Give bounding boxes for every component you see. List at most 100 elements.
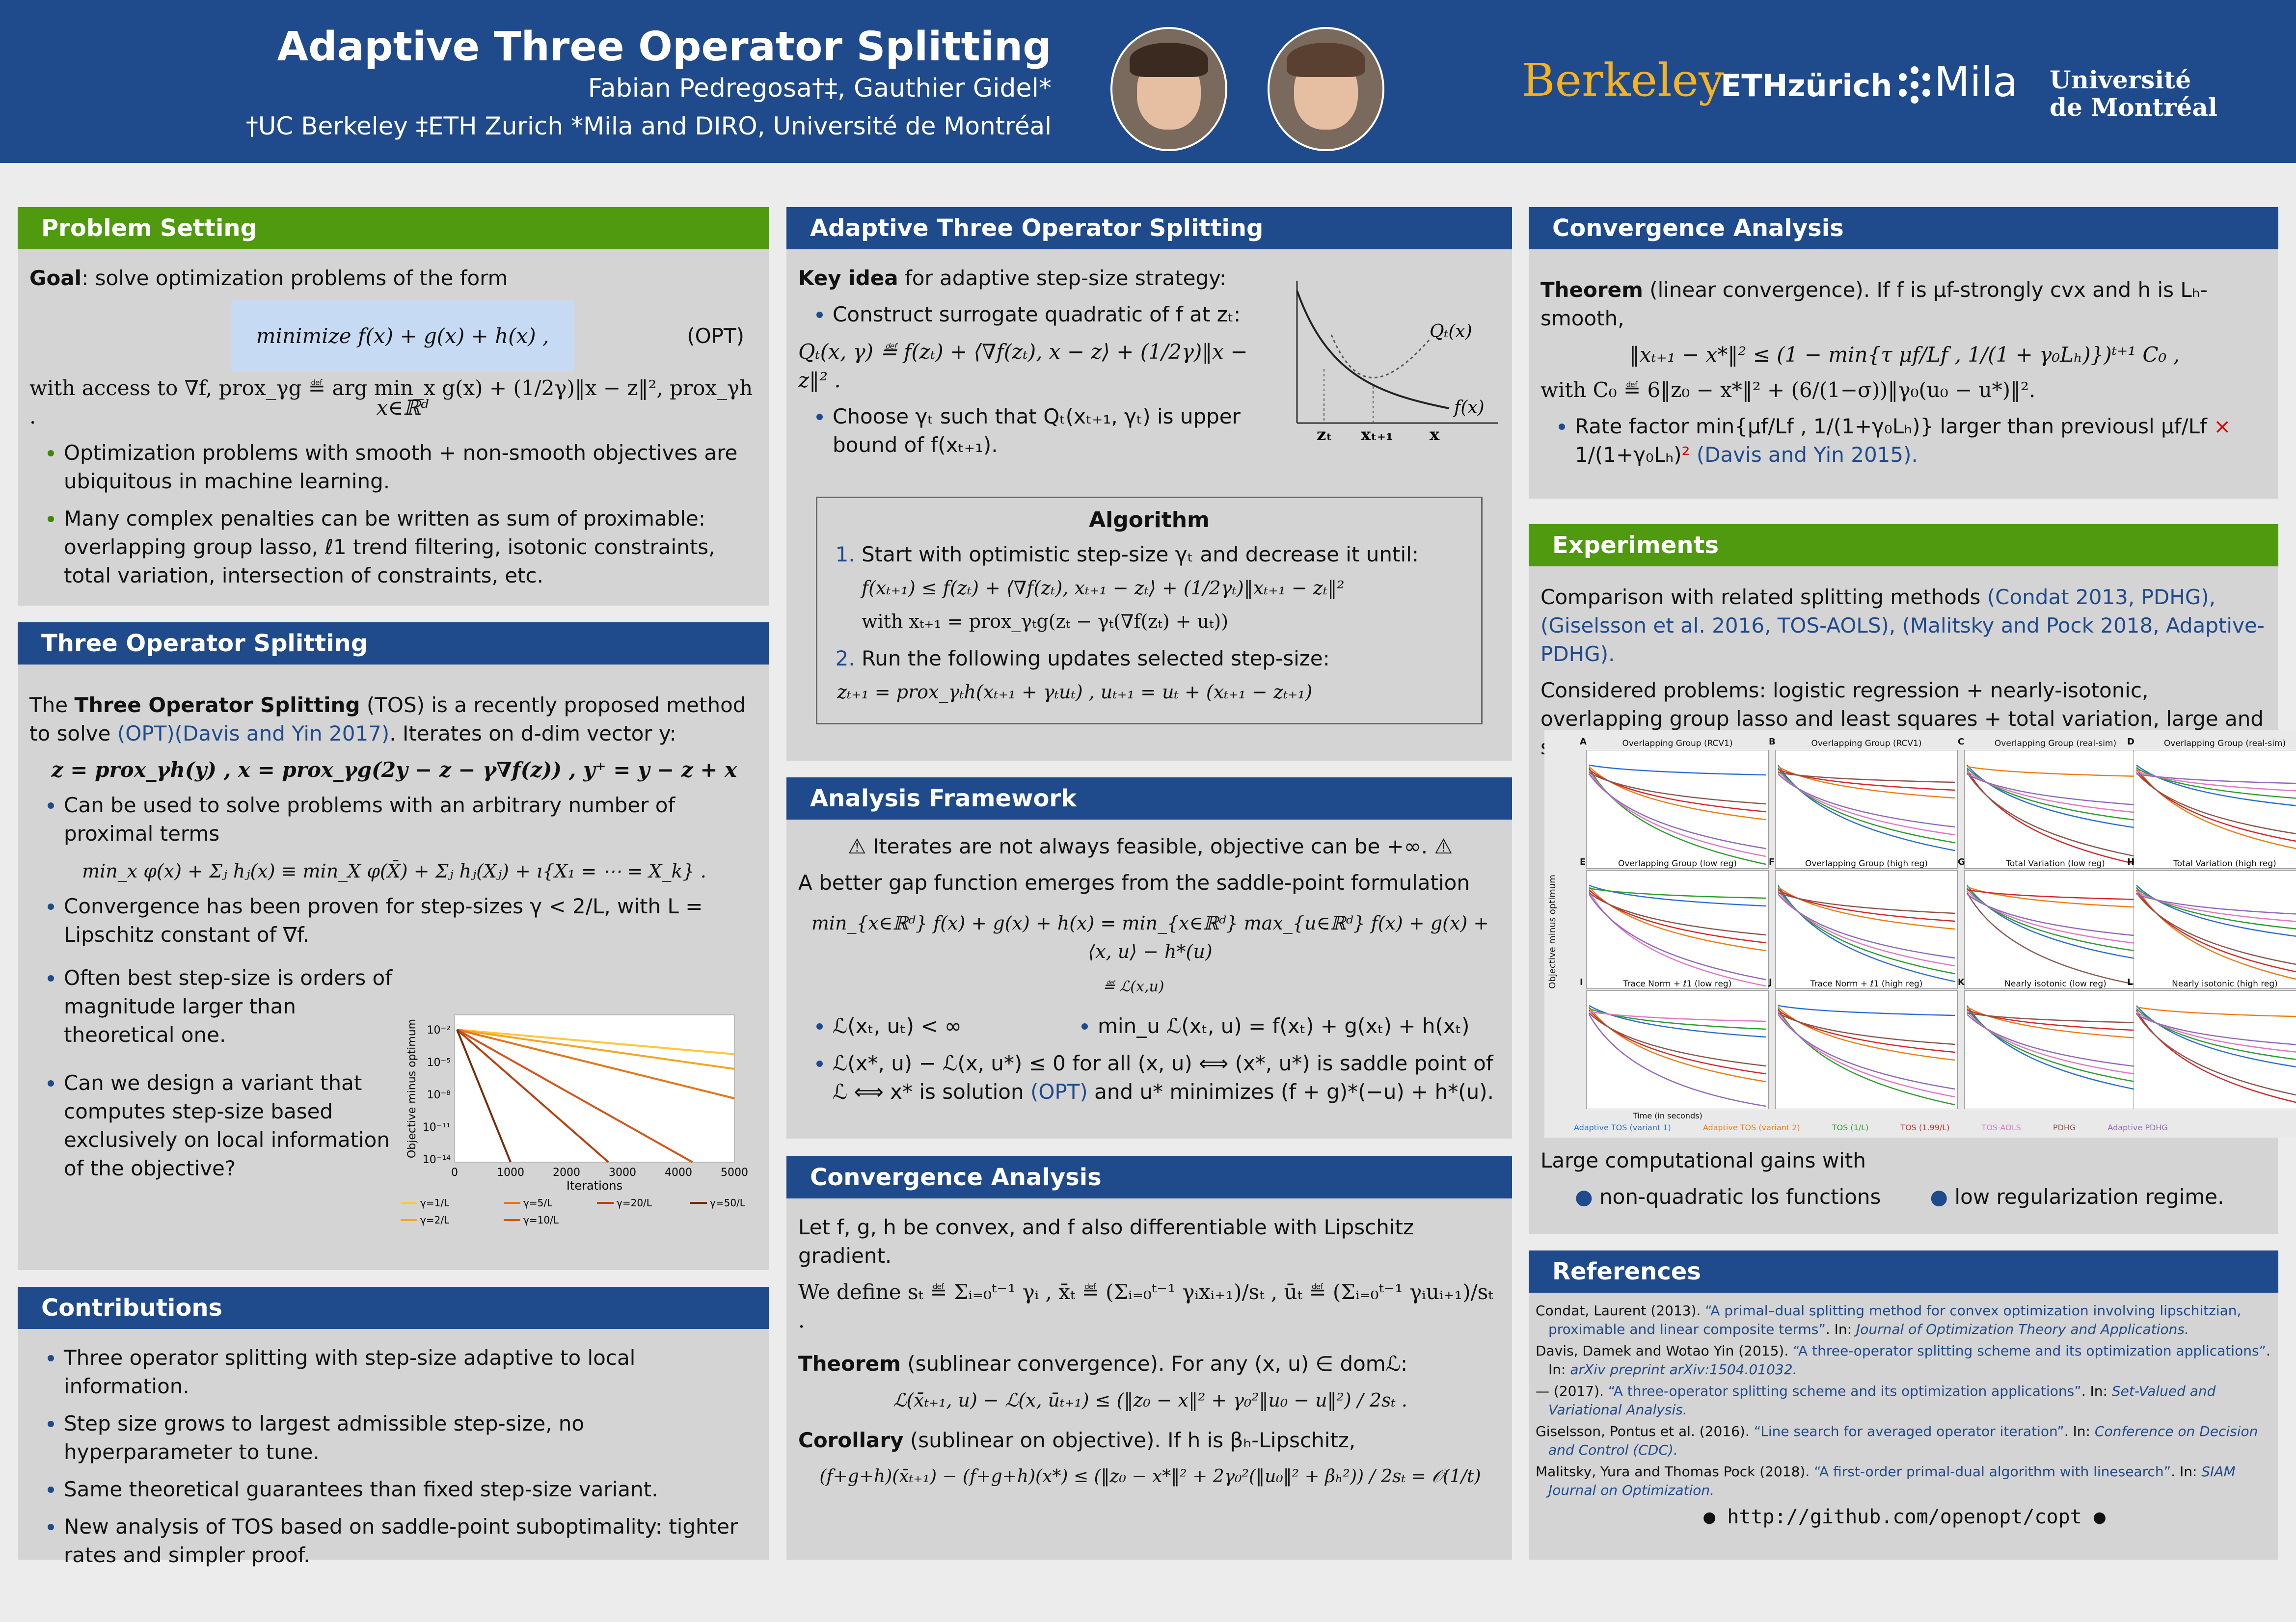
subplot-series-line bbox=[1778, 766, 1955, 799]
github-link[interactable]: ● http://github.com/openopt/copt ● bbox=[1536, 1506, 2273, 1528]
subplot-series-line bbox=[1589, 887, 1766, 899]
opt-link[interactable]: (OPT) bbox=[1030, 1080, 1088, 1104]
subplot-series-line bbox=[1589, 771, 1766, 805]
opt-formula: minimize f(x) + g(x) + h(x) , x∈ℝᵈ bbox=[231, 300, 574, 420]
legend-item: Adaptive PDHG bbox=[2107, 1123, 2168, 1132]
reference-in: . In: bbox=[2081, 1383, 2112, 1399]
experiment-subplot: H Total Variation (high reg) bbox=[2127, 857, 2296, 989]
reference-title[interactable]: “Line search for averaged operator itera… bbox=[1754, 1423, 2064, 1439]
mila-logo-text: Mila bbox=[1934, 58, 2018, 106]
list-item: Can we design a variant that computes st… bbox=[64, 1069, 398, 1183]
subplot-series-line bbox=[1967, 773, 2144, 806]
y-tick-label: 10⁻¹¹ bbox=[423, 1121, 451, 1134]
surrogate-figure: Qₜ(x) f(x) zₜ xₜ₊₁ x bbox=[1296, 281, 1498, 443]
subplot-letter: D bbox=[2127, 737, 2134, 747]
warning-icon: ⚠ bbox=[1428, 834, 1453, 858]
rate-square: ² bbox=[1681, 443, 1690, 467]
subplot-series-line bbox=[2135, 889, 2296, 973]
reference-title[interactable]: “A first-order primal-dual algorithm wit… bbox=[1814, 1463, 2171, 1480]
subplot-series-line bbox=[1966, 772, 2144, 859]
c0-definition: with C₀ ≝ 6‖z₀ − x*‖² + (6/(1−σ))‖γ₀(u₀ … bbox=[1540, 378, 2036, 402]
step1-formula: f(xₜ₊₁) ≤ f(zₜ) + ⟨∇f(zₜ), xₜ₊₁ − zₜ⟩ + … bbox=[862, 577, 1345, 599]
panel-title: Adaptive Three Operator Splitting bbox=[786, 207, 1512, 249]
reference-title[interactable]: “A primal–dual splitting method for conv… bbox=[1548, 1303, 2242, 1337]
subplot-series-line bbox=[2136, 1006, 2296, 1017]
subplot-series-line bbox=[1588, 773, 1766, 850]
subplot-series-line bbox=[2136, 773, 2296, 784]
subplot-title: Overlapping Group (low reg) bbox=[1618, 859, 1737, 869]
citation-link[interactable]: (Condat 2013, PDHG), (Giselsson et al. 2… bbox=[1540, 585, 2265, 666]
subplot-letter: L bbox=[2127, 977, 2133, 987]
subplot-series-line bbox=[1778, 1005, 1955, 1016]
subplot-series-line bbox=[1778, 889, 1955, 922]
experiment-subplot: L Nearly isotonic (high reg) bbox=[2127, 977, 2296, 1109]
reference-journal: Set-Valued and Variational Analysis. bbox=[1548, 1383, 2216, 1418]
citation-link[interactable]: (OPT)(Davis and Yin 2017) bbox=[117, 721, 390, 745]
list-item: Many complex penalties can be written as… bbox=[64, 505, 759, 590]
subplot-series-line bbox=[1967, 765, 2144, 830]
github-url[interactable]: http://github.com/openopt/copt bbox=[1727, 1506, 2082, 1528]
subplot-series-line bbox=[1966, 892, 2144, 987]
reference-author: Condat, Laurent (2013). bbox=[1536, 1303, 1705, 1319]
list-item: New analysis of TOS based on saddle-poin… bbox=[64, 1513, 759, 1569]
subplot-title: Overlapping Group (RCV1) bbox=[1811, 739, 1922, 748]
subplot-series-line bbox=[2136, 893, 2296, 915]
citation-link[interactable]: (Davis and Yin 2015). bbox=[1690, 443, 1918, 467]
subplot-series-line bbox=[1778, 769, 1955, 791]
panel-experiments: Experiments Comparison with related spli… bbox=[1529, 524, 2296, 1234]
theorem-label: Theorem bbox=[1540, 278, 1643, 302]
subplot-letter: A bbox=[1580, 737, 1587, 747]
conv-text1: Let f, g, h be convex, and f also differ… bbox=[798, 1215, 1414, 1268]
reference-journal: arXiv preprint arXiv:1504.01032. bbox=[1570, 1361, 1797, 1378]
panel-body: Goal: solve optimization problems of the… bbox=[29, 264, 759, 599]
subplot-series-line bbox=[1589, 766, 1766, 821]
github-icon: ● bbox=[2093, 1506, 2106, 1528]
reference-author: Davis, Damek and Wotao Yin (2015). bbox=[1536, 1343, 1793, 1359]
corollary-label: Corollary bbox=[798, 1428, 904, 1452]
subplot-series-line bbox=[1967, 766, 2144, 777]
gain-item-1: non-quadratic los functions bbox=[1599, 1185, 1881, 1209]
panel-title: Problem Setting bbox=[18, 207, 769, 249]
subplot-title: Trace Norm + ℓ1 (high reg) bbox=[1810, 979, 1923, 989]
mila-dots-icon bbox=[1899, 66, 1930, 104]
intro-post: (TOS) is a recently proposed method to s… bbox=[29, 693, 746, 745]
reference-in: . In: bbox=[2171, 1463, 2202, 1480]
udem-logo-line1: Université bbox=[2050, 65, 2191, 94]
x-tick-label: 0 bbox=[451, 1167, 458, 1179]
list-item: Same theoretical guarantees than fixed s… bbox=[64, 1475, 759, 1504]
panel-title: References bbox=[1529, 1250, 2278, 1293]
analysis-text: A better gap function emerges from the s… bbox=[798, 871, 1470, 895]
subplot-letter: E bbox=[1580, 857, 1586, 867]
subplot-series-line bbox=[1777, 1014, 1955, 1090]
subplot-series-line bbox=[2136, 885, 2296, 937]
rate-cross: × bbox=[2214, 414, 2231, 438]
subplot-series-line bbox=[2135, 892, 2296, 965]
reference-title[interactable]: “A three-operator splitting scheme and i… bbox=[1793, 1343, 2267, 1359]
step1-text: Start with optimistic step-size γₜ and d… bbox=[862, 542, 1419, 566]
subplot-series-line bbox=[2136, 1005, 2296, 1068]
subplot-title: Trace Norm + ℓ1 (low reg) bbox=[1623, 979, 1732, 989]
subplot-series-line bbox=[1588, 1014, 1766, 1107]
experiment-subplot: J Trace Norm + ℓ1 (high reg) bbox=[1769, 977, 1958, 1109]
conv-define: We define sₜ ≝ Σᵢ₌₀ᵗ⁻¹ γᵢ , x̄ₜ ≝ (Σᵢ₌₀ᵗ… bbox=[798, 1280, 1493, 1332]
panel-title: Convergence Analysis bbox=[786, 1156, 1512, 1198]
subplot-series-line bbox=[1777, 1011, 1955, 1098]
udem-logo: Université de Montréal bbox=[2050, 66, 2217, 121]
experiment-subplot: A Overlapping Group (RCV1) bbox=[1580, 737, 1769, 869]
subplot-curves bbox=[1588, 884, 1766, 987]
exp-text1: Comparison with related splitting method… bbox=[1540, 585, 1987, 609]
reference-title[interactable]: “A three-operator splitting scheme and i… bbox=[1608, 1383, 2081, 1399]
subplot-series-line bbox=[1967, 894, 2144, 937]
subplot-series-line bbox=[1589, 1010, 1766, 1022]
experiment-ylabel: Objective minus optimum bbox=[1547, 875, 1558, 989]
reference-author: Giselsson, Pontus et al. (2016). bbox=[1536, 1423, 1754, 1439]
subplot-series-line bbox=[1778, 1007, 1955, 1061]
subplot-series-line bbox=[2135, 766, 2296, 850]
subplot-series-line bbox=[1777, 768, 1955, 844]
reference-item: Davis, Damek and Wotao Yin (2015). “A th… bbox=[1536, 1342, 2273, 1379]
reference-in: . In: bbox=[2064, 1423, 2095, 1439]
step1-with: with xₜ₊₁ = prox_γₜg(zₜ − γₜ(∇f(zₜ) + uₜ… bbox=[862, 611, 1229, 632]
subplot-series-line bbox=[1589, 1010, 1766, 1075]
subplot-series-line bbox=[1589, 769, 1766, 813]
subplot-letter: B bbox=[1769, 737, 1776, 747]
